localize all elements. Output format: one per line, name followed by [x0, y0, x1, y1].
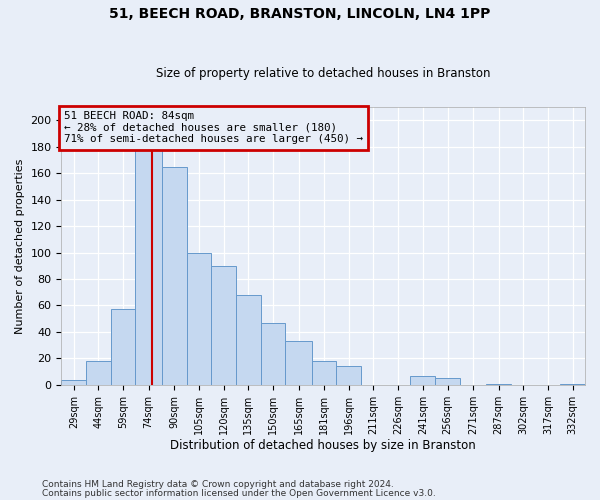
- Bar: [311, 361, 337, 385]
- Bar: [111, 310, 136, 385]
- Bar: [560, 384, 585, 385]
- Bar: [136, 146, 162, 385]
- Bar: [337, 366, 361, 385]
- Title: Size of property relative to detached houses in Branston: Size of property relative to detached ho…: [156, 66, 490, 80]
- Text: 51 BEECH ROAD: 84sqm
← 28% of detached houses are smaller (180)
71% of semi-deta: 51 BEECH ROAD: 84sqm ← 28% of detached h…: [64, 111, 363, 144]
- Bar: [260, 322, 286, 385]
- Text: 51, BEECH ROAD, BRANSTON, LINCOLN, LN4 1PP: 51, BEECH ROAD, BRANSTON, LINCOLN, LN4 1…: [109, 8, 491, 22]
- Bar: [236, 295, 260, 385]
- Bar: [162, 166, 187, 385]
- Bar: [435, 378, 460, 385]
- Bar: [61, 380, 86, 385]
- Bar: [410, 376, 435, 385]
- Bar: [286, 341, 311, 385]
- Bar: [486, 384, 511, 385]
- Bar: [211, 266, 236, 385]
- Bar: [187, 252, 211, 385]
- X-axis label: Distribution of detached houses by size in Branston: Distribution of detached houses by size …: [170, 440, 476, 452]
- Text: Contains public sector information licensed under the Open Government Licence v3: Contains public sector information licen…: [42, 488, 436, 498]
- Bar: [86, 361, 111, 385]
- Text: Contains HM Land Registry data © Crown copyright and database right 2024.: Contains HM Land Registry data © Crown c…: [42, 480, 394, 489]
- Y-axis label: Number of detached properties: Number of detached properties: [15, 158, 25, 334]
